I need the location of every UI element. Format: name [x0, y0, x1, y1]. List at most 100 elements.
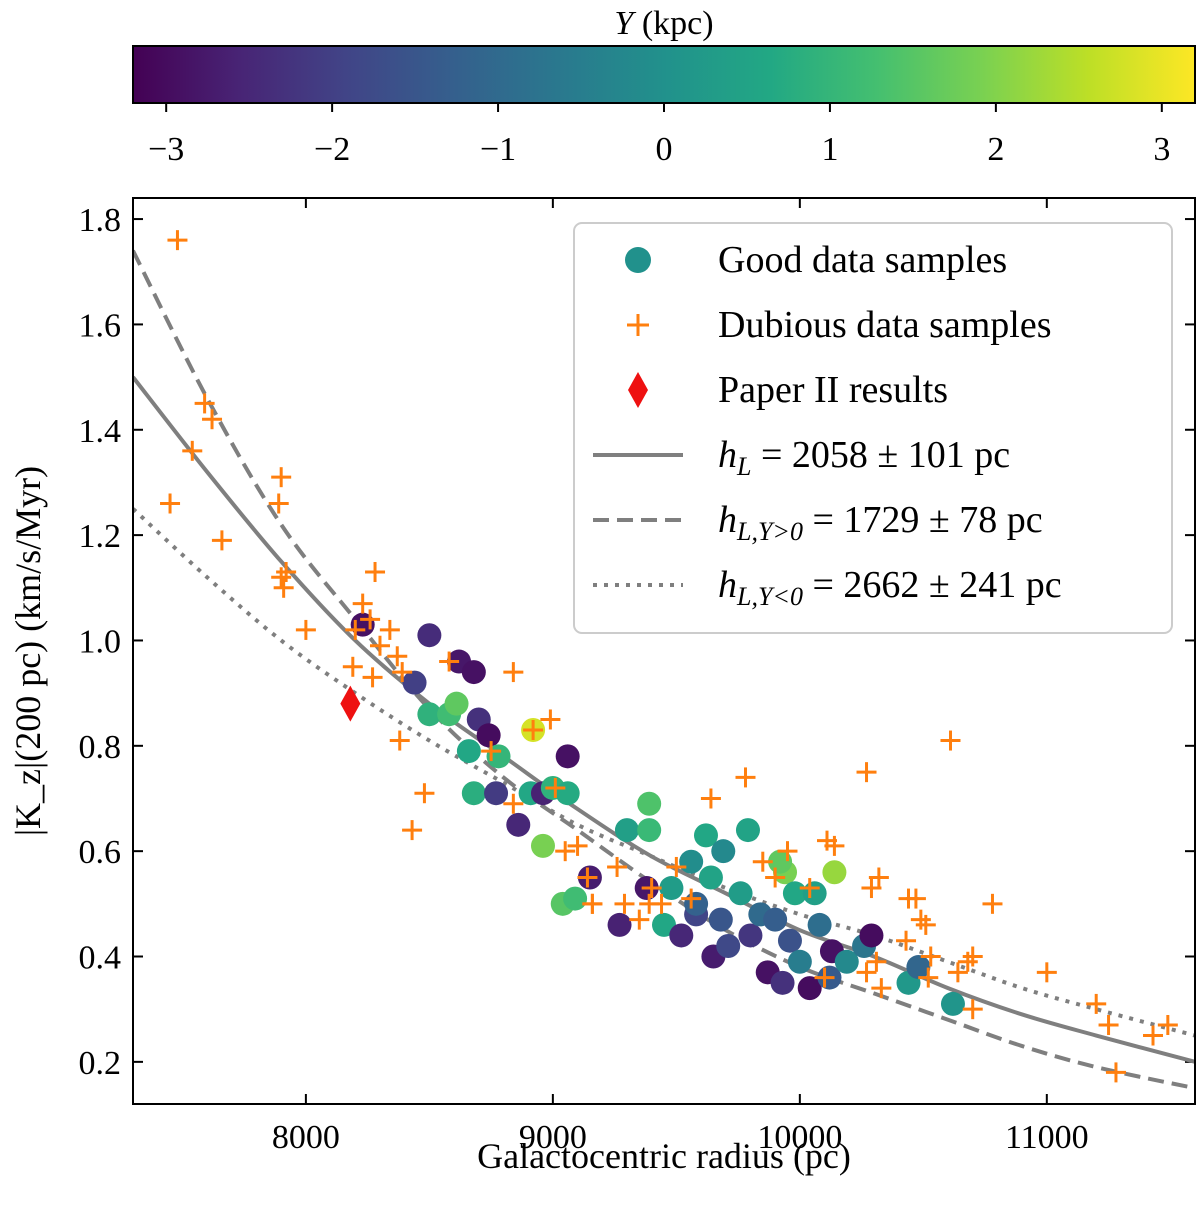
colorbar-tick-label: −3: [148, 131, 184, 168]
x-tick-label: 11000: [1005, 1119, 1089, 1156]
dubious-data-point: [202, 409, 223, 430]
fit-all-sub: L: [736, 452, 751, 481]
dubious-data-point: [641, 878, 662, 899]
dubious-data-point: [360, 609, 381, 630]
colorbar: Y (kpc) −3 −2 −1 0 1 2 3: [132, 5, 1196, 168]
x-axis-label: Galactocentric radius (pc): [477, 1136, 851, 1176]
dubious-data-point: [369, 635, 390, 656]
dubious-data-point: [910, 909, 931, 930]
fit-ypos-rest: = 1729 ± 78 pc: [803, 499, 1043, 541]
dubious-data-point: [947, 962, 968, 983]
dubious-data-point: [276, 561, 297, 582]
good-data-point: [652, 912, 676, 937]
dubious-data-point: [577, 867, 598, 888]
dubious-data-point: [1036, 962, 1057, 983]
dubious-data-point: [629, 909, 650, 930]
y-tick-label: 0.8: [79, 729, 122, 766]
y-axis-label: |K_z|(200 pc) (km/s/Myr): [8, 466, 48, 836]
good-data-point: [444, 691, 469, 716]
good-data-point: [506, 812, 531, 837]
legend-fit-all-label: hL = 2058 ± 101 pc: [718, 434, 1010, 481]
colorbar-label: Y (kpc): [614, 5, 713, 42]
dubious-data-point: [414, 783, 435, 804]
good-data-points: [350, 612, 965, 1016]
fit-yneg-var: h: [718, 564, 737, 606]
good-data-point: [417, 702, 442, 727]
y-tick-label: 1.6: [79, 307, 122, 344]
y-tick-label: 1.2: [79, 518, 122, 555]
dubious-data-point: [481, 741, 502, 762]
dubious-data-point: [342, 656, 363, 677]
dubious-data-point: [1105, 1062, 1126, 1083]
dubious-data-point: [567, 835, 588, 856]
good-data-point: [456, 739, 481, 764]
good-data-point: [763, 907, 788, 932]
good-data-point: [711, 839, 736, 864]
good-data-point: [770, 970, 795, 995]
dubious-data-point: [982, 893, 1003, 914]
legend-good-label: Good data samples: [718, 239, 1007, 281]
dubious-data-point: [582, 893, 603, 914]
y-tick-label: 1.8: [79, 202, 122, 239]
legend-fit-ypos-label: hL,Y>0 = 1729 ± 78 pc: [718, 499, 1043, 546]
dubious-data-point: [555, 841, 576, 862]
good-data-point: [716, 933, 741, 958]
colorbar-label-var: Y: [614, 5, 636, 42]
legend-good-marker: [625, 247, 651, 273]
dubious-data-point: [607, 856, 628, 877]
legend-paper-marker: [628, 372, 648, 408]
good-data-point: [530, 833, 555, 858]
good-data-point: [607, 912, 632, 937]
dubious-data-point: [389, 730, 410, 751]
dubious-data-point: [273, 577, 294, 598]
dubious-data-point: [666, 856, 687, 877]
dubious-data-point: [439, 651, 460, 672]
colorbar-gradient: [132, 45, 1196, 104]
colorbar-tick-label: 1: [821, 131, 838, 168]
dubious-data-point: [1086, 993, 1107, 1014]
good-data-point: [669, 923, 694, 948]
good-data-point: [940, 991, 965, 1016]
legend: Good data samples Dubious data samples P…: [573, 222, 1173, 634]
dubious-data-point: [1157, 1014, 1178, 1035]
good-data-point: [659, 876, 684, 901]
good-data-point: [802, 881, 827, 906]
dubious-data-point: [503, 662, 524, 683]
dubious-data-point: [962, 946, 983, 967]
paper-ii-point-group: [340, 685, 361, 722]
dubious-data-point: [271, 467, 292, 488]
dubious-data-point: [866, 951, 887, 972]
colorbar-tick-label: 2: [987, 131, 1004, 168]
good-data-point: [476, 723, 501, 748]
dubious-data-point: [700, 788, 721, 809]
fit-line-all: [133, 375, 1195, 1064]
good-data-point: [484, 781, 509, 806]
colorbar-label-unit: (kpc): [633, 5, 713, 42]
good-data-point: [555, 744, 580, 769]
good-data-point: [777, 928, 802, 953]
y-axis-ticks: 0.2 0.4 0.6 0.8 1.0 1.2 1.4 1.6 1.8: [79, 202, 1195, 1082]
dubious-data-point: [545, 777, 566, 798]
fit-all-rest: = 2058 ± 101 pc: [751, 434, 1010, 476]
good-data-point: [614, 818, 639, 843]
good-data-point: [417, 623, 442, 648]
legend-fit-yneg-label: hL,Y<0 = 2662 ± 241 pc: [718, 564, 1062, 611]
dubious-data-point: [681, 888, 702, 909]
good-data-point: [684, 891, 709, 916]
y-tick-label: 0.4: [79, 940, 122, 977]
dubious-data-point: [362, 667, 383, 688]
fit-all-var: h: [718, 434, 737, 476]
dubious-data-point: [814, 967, 835, 988]
dubious-data-point: [856, 762, 877, 783]
good-data-point: [787, 949, 812, 974]
dubious-data-point: [352, 593, 373, 614]
legend-paper-label: Paper II results: [718, 369, 948, 411]
y-tick-label: 1.0: [79, 623, 122, 660]
dubious-data-point: [915, 914, 936, 935]
x-tick-label: 9000: [519, 1119, 587, 1156]
legend-dubious-label: Dubious data samples: [718, 304, 1052, 346]
dubious-data-point: [379, 619, 400, 640]
dubious-data-point: [1098, 1014, 1119, 1035]
dubious-data-point: [962, 999, 983, 1020]
